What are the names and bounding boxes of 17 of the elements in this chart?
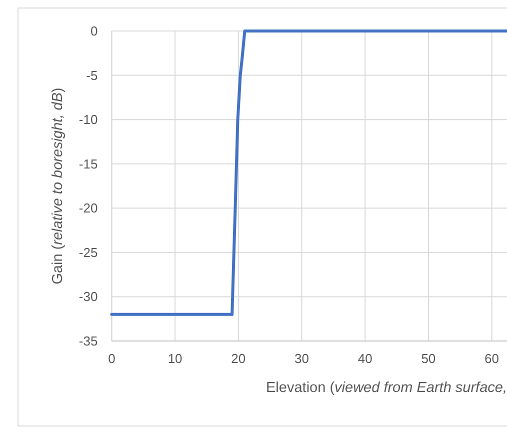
y-tick-label: -10 <box>78 112 98 128</box>
x-axis-title: Elevation (viewed from Earth surface, <box>266 380 507 396</box>
x-tick-label: 0 <box>108 351 116 366</box>
y-tick-label: -35 <box>78 334 98 348</box>
x-tick-label: 60 <box>484 351 500 366</box>
y-tick-label: -5 <box>86 68 98 83</box>
y-axis-title: Gain (relative to boresight, dB) <box>50 88 66 284</box>
x-tick-label: 50 <box>421 351 436 366</box>
x-tick-label: 20 <box>231 351 246 366</box>
x-tick-label: 30 <box>294 351 309 366</box>
x-tick-label: 10 <box>168 351 182 366</box>
x-tick-label: 40 <box>358 351 372 366</box>
y-tick-label: -30 <box>78 289 98 304</box>
y-tick-label: -15 <box>78 156 98 172</box>
y-tick-label: -25 <box>78 244 98 260</box>
y-tick-label: -20 <box>78 200 98 216</box>
y-tick-label: 0 <box>90 24 98 38</box>
